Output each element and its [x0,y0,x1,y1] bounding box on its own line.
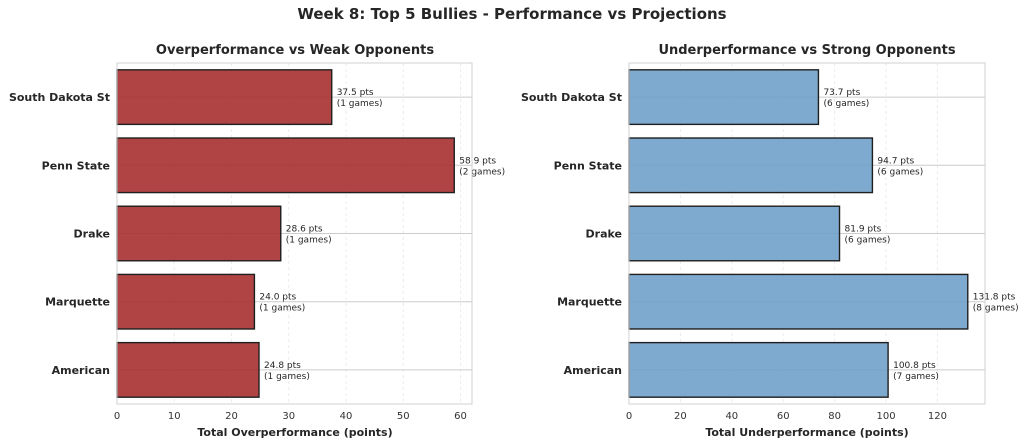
underperformance-xlabel: Total Underperformance (points) [705,426,908,439]
under-value-label: 94.7 pts [877,156,914,166]
over-xtick-label: 40 [340,411,353,422]
over-bar [116,273,256,330]
over-axes-frame [116,62,473,405]
underperformance-title: Underperformance vs Strong Opponents [658,43,955,58]
under-value-label: 81.9 pts [845,225,882,235]
over-bar [116,341,260,398]
over-games-label: (1 games) [337,99,383,109]
over-xtick-label: 20 [225,411,238,422]
over-category-label: Penn State [42,159,110,172]
over-category-label: American [52,364,110,377]
over-category-label: Marquette [45,296,110,309]
under-category-label: Penn State [554,159,622,172]
over-xtick-label: 10 [168,411,181,422]
under-value-label: 73.7 pts [823,88,860,98]
under-games-label: (6 games) [877,167,923,177]
under-xtick-label: 20 [674,411,687,422]
over-value-label: 28.6 pts [286,225,323,235]
under-bar [628,273,969,330]
overperformance-title: Overperformance vs Weak Opponents [156,43,434,58]
over-bar [116,137,455,194]
over-xtick-label: 30 [282,411,295,422]
over-games-label: (1 games) [259,304,305,314]
under-games-label: (8 games) [973,304,1019,314]
over-xtick-label: 0 [114,411,120,422]
under-xtick-label: 0 [626,411,632,422]
over-value-label: 37.5 pts [337,88,374,98]
under-bar [628,205,841,262]
under-axes-frame [628,62,986,405]
under-bar [628,137,874,194]
under-xtick-label: 60 [777,411,790,422]
over-games-label: (1 games) [286,236,332,246]
overperformance-panel: Overperformance vs Weak Opponents Total … [9,43,505,439]
figure-suptitle: Week 8: Top 5 Bullies - Performance vs P… [297,5,726,23]
under-bar [628,69,820,126]
under-value-label: 131.8 pts [973,293,1016,303]
over-value-label: 58.9 pts [459,156,496,166]
over-games-label: (2 games) [459,167,505,177]
under-xtick-label: 100 [876,411,895,422]
over-category-label: Drake [74,228,110,241]
under-value-label: 100.8 pts [893,361,936,371]
under-xtick-label: 80 [828,411,841,422]
over-value-label: 24.0 pts [259,293,296,303]
under-bar [628,341,889,398]
over-xtick-label: 50 [397,411,410,422]
overperformance-xlabel: Total Overperformance (points) [197,426,392,439]
underperformance-panel: Underperformance vs Strong Opponents Tot… [521,43,1019,439]
under-category-label: Drake [586,228,622,241]
over-bar [116,69,333,126]
over-games-label: (1 games) [264,372,310,382]
under-games-label: (6 games) [823,99,869,109]
under-category-label: American [564,364,622,377]
under-games-label: (6 games) [845,236,891,246]
under-category-label: Marquette [557,296,622,309]
under-xtick-label: 120 [928,411,947,422]
over-xtick-label: 60 [454,411,467,422]
over-bar [116,205,282,262]
under-games-label: (7 games) [893,372,939,382]
over-value-label: 24.8 pts [264,361,301,371]
under-xtick-label: 40 [725,411,738,422]
under-category-label: South Dakota St [521,91,622,104]
over-category-label: South Dakota St [9,91,110,104]
